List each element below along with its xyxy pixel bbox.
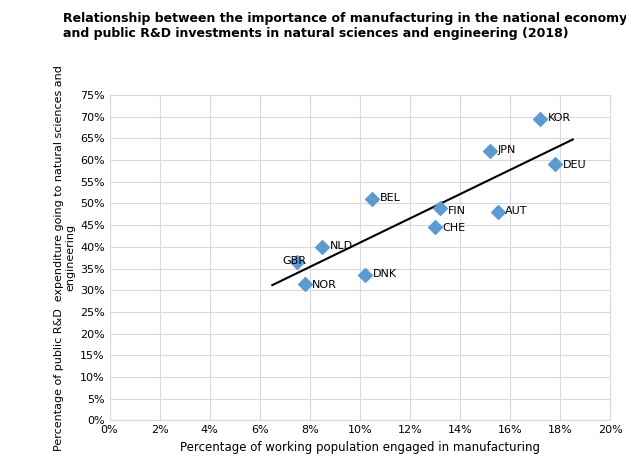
Text: NLD: NLD bbox=[330, 241, 353, 251]
Text: BEL: BEL bbox=[380, 193, 401, 203]
Text: KOR: KOR bbox=[548, 113, 571, 123]
Point bbox=[430, 224, 440, 231]
Text: Relationship between the importance of manufacturing in the national economy
and: Relationship between the importance of m… bbox=[63, 12, 626, 40]
Point bbox=[367, 195, 377, 203]
Text: FIN: FIN bbox=[448, 206, 466, 216]
Point bbox=[535, 115, 545, 123]
Text: NOR: NOR bbox=[312, 280, 337, 290]
Point bbox=[550, 161, 560, 168]
Point bbox=[493, 209, 503, 216]
Point bbox=[317, 243, 327, 251]
Point bbox=[485, 148, 495, 155]
Text: AUT: AUT bbox=[505, 206, 528, 216]
X-axis label: Percentage of working population engaged in manufacturing: Percentage of working population engaged… bbox=[180, 441, 540, 454]
Point bbox=[292, 258, 302, 266]
Text: GBR: GBR bbox=[282, 256, 306, 266]
Text: DEU: DEU bbox=[563, 160, 587, 170]
Point bbox=[360, 271, 370, 279]
Y-axis label: Percentage of public R&D  expenditure going to natural sciences and
engineering: Percentage of public R&D expenditure goi… bbox=[54, 65, 76, 451]
Text: JPN: JPN bbox=[498, 145, 516, 155]
Text: DNK: DNK bbox=[372, 269, 397, 279]
Point bbox=[435, 204, 445, 211]
Text: CHE: CHE bbox=[443, 223, 466, 233]
Point bbox=[300, 280, 310, 287]
